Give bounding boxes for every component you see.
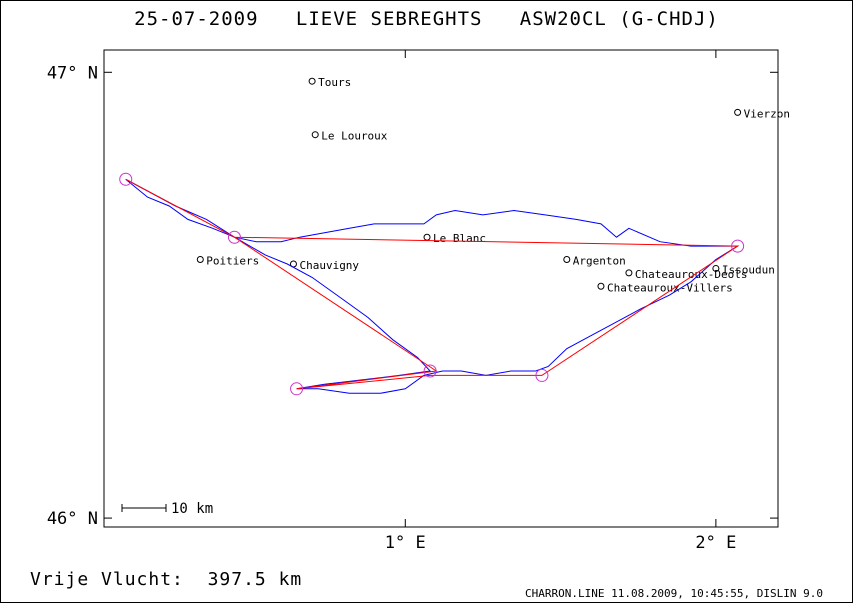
city-label: Vierzon [744,107,790,120]
city-marker-icon [734,108,742,116]
lon-tick-label: 2° E [695,533,736,553]
distance-value: 397.5 km [207,569,303,590]
aircraft-id: ASW20CL (G-CHDJ) [519,8,719,30]
city-label: Chauvigny [299,259,359,272]
task-route [125,178,740,390]
gps-track [125,178,740,394]
city-label: Tours [318,76,351,89]
city-marker-icon [308,77,316,85]
map-axes-box [103,49,779,528]
lon-tick-label: 1° E [385,533,426,553]
credits-line: CHARRON.LINE 11.08.2009, 10:45:55, DISLI… [524,587,823,600]
turnpoint-markers [119,172,745,396]
flight-date: 25-07-2009 [134,8,259,30]
scale-bar-label: 10 km [171,501,213,517]
turnpoint-icon [227,230,241,244]
distance-label: Vrije Vlucht: [30,569,184,590]
turnpoint-icon [423,364,437,378]
city-marker-icon [712,264,720,272]
city-marker-icon [563,256,571,264]
scale-bar: 10 km [121,501,213,517]
lat-tick-label: 46° N [47,509,98,529]
city-marker-icon [423,233,431,241]
city-label: Le Louroux [321,130,388,143]
city-marker-icon [196,256,204,264]
city-label: Chateauroux-Deols [635,268,748,281]
turnpoint-icon [731,239,745,253]
pilot-name: LIEVE SEBREGHTS [295,8,483,30]
task-route-line [125,178,740,390]
city-label: Poitiers [206,255,259,268]
turnpoint-icon [290,382,304,396]
city-label: Issoudun [722,263,775,276]
city-marker-icon [597,282,605,290]
city-marker-icon [625,269,633,277]
city-label: Le Blanc [433,232,486,245]
city-marker-icon [311,131,319,139]
flight-title: 25-07-2009 LIEVE SEBREGHTS ASW20CL (G-CH… [0,8,853,30]
axis-ticks: 47° N 46° N 1° E 2° E [47,50,778,553]
city-label: Chateauroux-Villers [607,281,733,294]
free-flight-distance: Vrije Vlucht: 397.5 km [30,569,302,590]
lat-tick-label: 47° N [47,63,98,83]
city-label: Argenton [573,255,626,268]
turnpoint-icon [535,368,549,382]
turnpoint-icon [119,172,133,186]
gps-track-line [125,178,740,394]
